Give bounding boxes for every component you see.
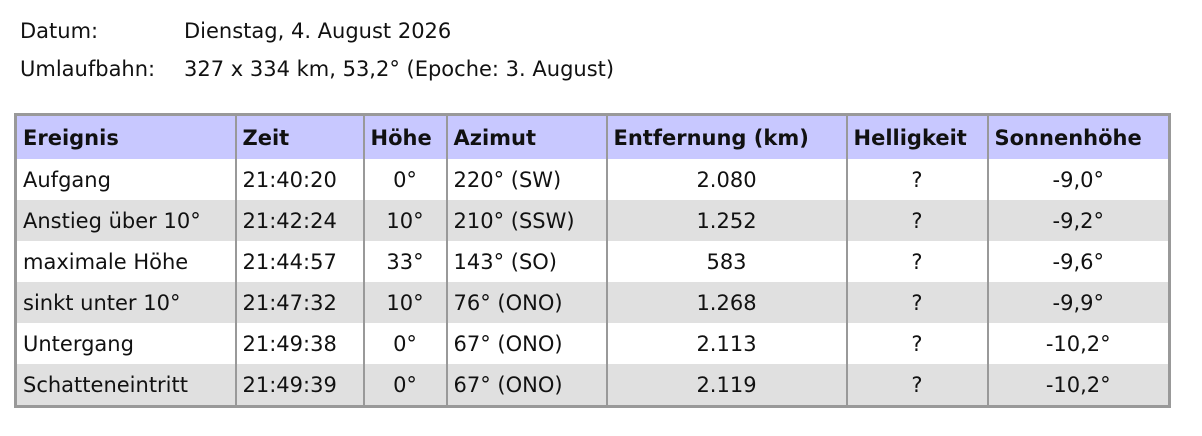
table-cell: 210° (SSW) — [445, 200, 607, 241]
table-cell: 76° (ONO) — [445, 282, 607, 323]
column-header: Sonnenhöhe — [986, 114, 1170, 159]
column-header: Azimut — [445, 114, 607, 159]
table-cell: ? — [845, 364, 988, 407]
table-cell: Schatteneintritt — [14, 364, 236, 407]
table-cell: Anstieg über 10° — [14, 200, 236, 241]
column-header: Entfernung (km) — [605, 114, 847, 159]
orbit-line: Umlaufbahn: 327 x 334 km, 53,2° (Epoche:… — [20, 50, 614, 88]
table-row: Untergang 21:49:38 0° 67° (ONO) 2.113? -10,2° — [14, 323, 1170, 364]
table-cell: 1.268 — [605, 282, 847, 323]
table-cell: 33° — [362, 241, 447, 282]
column-header: Helligkeit — [845, 114, 988, 159]
table-cell: 21:49:39 — [234, 364, 364, 407]
table-cell: -9,9° — [986, 282, 1170, 323]
table-cell: 10° — [362, 200, 447, 241]
table-cell: -10,2° — [986, 364, 1170, 407]
info: Datum: Dienstag, 4. August 2026 Umlaufba… — [20, 12, 614, 88]
table-cell: ? — [845, 241, 988, 282]
table-cell: 2.119 — [605, 364, 847, 407]
table-row: sinkt unter 10° 21:47:32 10° 76° (ONO) 1.268… — [14, 282, 1170, 323]
date-value: Dienstag, 4. August 2026 — [184, 19, 452, 43]
table-cell: 67° (ONO) — [445, 323, 607, 364]
orbit-value: 327 x 334 km, 53,2° (Epoche: 3. August) — [184, 57, 615, 81]
column-header: Höhe — [362, 114, 447, 159]
table-cell: 21:47:32 — [234, 282, 364, 323]
date-line: Datum: Dienstag, 4. August 2026 — [20, 12, 614, 50]
header-row: Ereignis Zeit Höhe Azimut Entfernung (km) Hel… — [14, 114, 1170, 159]
table-cell: 10° — [362, 282, 447, 323]
table-cell: 0° — [362, 323, 447, 364]
table-cell: ? — [845, 282, 988, 323]
column-header: Ereignis — [14, 114, 236, 159]
table-cell: maximale Höhe — [14, 241, 236, 282]
table-cell: 67° (ONO) — [445, 364, 607, 407]
table-cell: Untergang — [14, 323, 236, 364]
orbit-label: Umlaufbahn: — [20, 57, 156, 81]
table-cell: 2.113 — [605, 323, 847, 364]
table-cell: 0° — [362, 364, 447, 407]
table-cell: ? — [845, 159, 988, 200]
table-cell: 2.080 — [605, 159, 847, 200]
table-row: Schatteneintritt 21:49:39 0° 67° (ONO) 2.119… — [14, 364, 1170, 407]
table-cell: ? — [845, 323, 988, 364]
table-cell: -9,0° — [986, 159, 1170, 200]
table-cell: 21:49:38 — [234, 323, 364, 364]
date-label: Datum: — [20, 19, 99, 43]
table-cell: Aufgang — [14, 159, 236, 200]
table-cell: 220° (SW) — [445, 159, 607, 200]
table-cell: 583 — [605, 241, 847, 282]
table-cell: 0° — [362, 159, 447, 200]
column-header: Zeit — [234, 114, 364, 159]
table-cell: ? — [845, 200, 988, 241]
table-cell: -9,2° — [986, 200, 1170, 241]
table-row: maximale Höhe 21:44:57 33° 143° (SO) 583? -9,… — [14, 241, 1170, 282]
pass-table: Ereignis Zeit Höhe Azimut Entfernung (km) Hel… — [14, 113, 1171, 408]
table-cell: sinkt unter 10° — [14, 282, 236, 323]
table-cell: -10,2° — [986, 323, 1170, 364]
table-cell: 1.252 — [605, 200, 847, 241]
table-cell: 143° (SO) — [445, 241, 607, 282]
table-cell: 21:42:24 — [234, 200, 364, 241]
table-cell: -9,6° — [986, 241, 1170, 282]
table-cell: 21:44:57 — [234, 241, 364, 282]
table-row: Anstieg über 10° 21:42:24 10° 210° (SSW) 1.2… — [14, 200, 1170, 241]
table-cell: 21:40:20 — [234, 159, 364, 200]
table-row: Aufgang 21:40:20 0° 220° (SW) 2.080? -9,0° — [14, 159, 1170, 200]
